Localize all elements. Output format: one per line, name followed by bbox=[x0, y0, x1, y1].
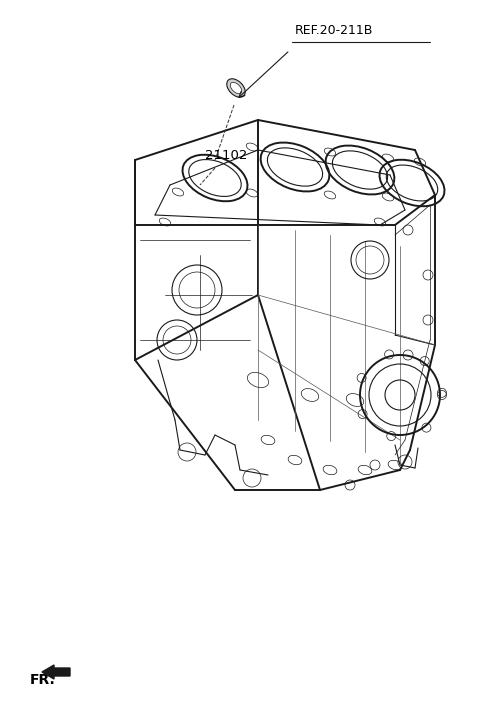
Ellipse shape bbox=[230, 82, 242, 94]
Text: REF.20-211B: REF.20-211B bbox=[295, 24, 373, 37]
FancyArrow shape bbox=[42, 665, 70, 679]
Text: 21102: 21102 bbox=[205, 148, 247, 162]
Text: FR.: FR. bbox=[30, 673, 56, 687]
Ellipse shape bbox=[227, 79, 245, 97]
